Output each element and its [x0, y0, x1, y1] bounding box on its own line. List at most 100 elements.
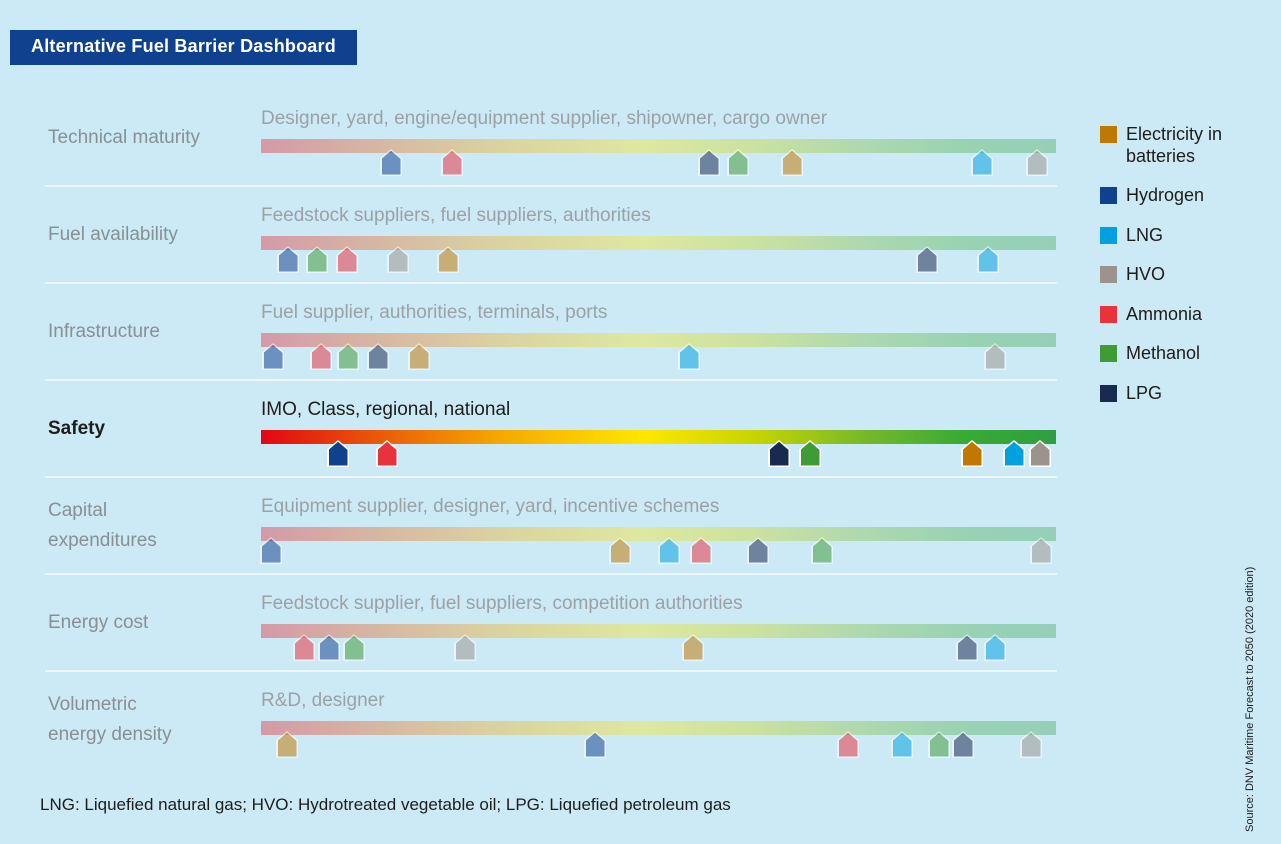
legend-item-lng: LNG: [1100, 225, 1260, 247]
fuel-marker-ammonia: [336, 246, 358, 273]
legend-item-hydrogen: Hydrogen: [1100, 185, 1260, 207]
fuel-marker-hydrogen: [318, 634, 340, 661]
legend-item-electricity: Electricity in batteries: [1100, 124, 1260, 167]
row-divider: [45, 670, 1057, 672]
barrier-row-fuel-availability: Fuel availability Feedstock suppliers, f…: [0, 186, 1281, 283]
row-stakeholders: Equipment supplier, designer, yard, ince…: [261, 496, 720, 517]
fuel-marker-electricity: [276, 731, 298, 758]
barrier-scale-bar: [261, 139, 1056, 153]
row-divider: [45, 185, 1057, 187]
legend-label: Methanol: [1126, 343, 1201, 363]
fuel-marker-methanol: [799, 440, 821, 467]
fuel-marker-hvo: [1026, 149, 1048, 176]
fuel-marker-lpg: [916, 246, 938, 273]
page-title: Alternative Fuel Barrier Dashboard: [10, 30, 357, 65]
fuel-marker-hvo: [454, 634, 476, 661]
fuel-marker-ammonia: [690, 537, 712, 564]
methanol-swatch-icon: [1100, 345, 1117, 362]
fuel-marker-electricity: [961, 440, 983, 467]
row-label-capital-expenditures: Capital expenditures: [48, 500, 157, 551]
fuel-marker-hydrogen: [584, 731, 606, 758]
legend-item-methanol: Methanol: [1100, 343, 1260, 365]
ammonia-swatch-icon: [1100, 305, 1117, 323]
barrier-row-volumetric-energy-density: Volumetric energy density R&D, designer: [0, 671, 1281, 768]
fuel-marker-methanol: [337, 343, 359, 370]
barrier-scale-bar: [261, 236, 1056, 250]
barrier-scale-bar: [261, 624, 1056, 638]
barrier-row-energy-cost: Energy cost Feedstock supplier, fuel sup…: [0, 574, 1281, 671]
legend-label: LPG: [1126, 382, 1163, 403]
row-stakeholders: R&D, designer: [261, 690, 385, 711]
fuel-marker-lpg: [367, 343, 389, 370]
barrier-row-capital-expenditures: Capital expenditures Equipment supplier,…: [0, 477, 1281, 574]
legend-label: Electricity in batteries: [1126, 124, 1223, 166]
legend-label: Ammonia: [1126, 303, 1203, 324]
fuel-marker-hvo: [1030, 537, 1052, 564]
row-label-infrastructure: Infrastructure: [48, 320, 160, 342]
row-label-volumetric-energy-density: Volumetric energy density: [48, 694, 172, 745]
row-stakeholders: Designer, yard, engine/equipment supplie…: [261, 108, 828, 129]
row-stakeholders: IMO, Class, regional, national: [261, 399, 511, 420]
fuel-marker-lng: [678, 343, 700, 370]
fuel-marker-electricity: [609, 537, 631, 564]
barrier-scale-bar: [261, 430, 1056, 444]
fuel-marker-layer: [261, 333, 1056, 370]
row-label-energy-cost: Energy cost: [48, 611, 149, 633]
row-stakeholders: Fuel supplier, authorities, terminals, p…: [261, 302, 608, 323]
row-divider: [45, 379, 1057, 381]
fuel-marker-electricity: [781, 149, 803, 176]
fuel-marker-ammonia: [837, 731, 859, 758]
legend-label: Hydrogen: [1126, 185, 1205, 205]
legend-label: LNG: [1126, 224, 1164, 245]
barrier-scale-bar: [261, 527, 1056, 541]
fuel-marker-hvo: [387, 246, 409, 273]
fuel-marker-lpg: [956, 634, 978, 661]
fuel-marker-methanol: [727, 149, 749, 176]
fuel-marker-electricity: [437, 246, 459, 273]
legend-item-hvo: HVO: [1100, 264, 1260, 286]
fuel-marker-lpg: [768, 440, 790, 467]
fuel-marker-hydrogen: [327, 440, 349, 467]
fuel-marker-layer: [261, 139, 1056, 176]
fuel-marker-methanol: [306, 246, 328, 273]
fuel-marker-hydrogen: [260, 537, 282, 564]
fuel-marker-lpg: [698, 149, 720, 176]
barrier-scale-bar: [261, 721, 1056, 735]
legend-label: HVO: [1126, 264, 1166, 284]
fuel-marker-layer: [261, 721, 1056, 758]
fuel-marker-hvo: [1020, 731, 1042, 758]
barrier-row-infrastructure: Infrastructure Fuel supplier, authoritie…: [0, 283, 1281, 380]
fuel-marker-lng: [891, 731, 913, 758]
legend-item-lpg: LPG: [1100, 383, 1260, 405]
row-divider: [45, 476, 1057, 478]
barrier-scale-bar: [261, 333, 1056, 347]
source-attribution: Source: DNV Maritime Forecast to 2050 (2…: [1244, 566, 1256, 832]
barrier-row-technical-maturity: Technical maturity Designer, yard, engin…: [0, 89, 1281, 186]
fuel-legend: Electricity in batteries Hydrogen LNG HV…: [1100, 124, 1260, 422]
fuel-marker-electricity: [408, 343, 430, 370]
row-label-fuel-availability: Fuel availability: [48, 223, 178, 245]
hydrogen-swatch-icon: [1100, 187, 1117, 204]
row-label-safety: Safety: [48, 417, 106, 439]
barrier-row-safety: Safety IMO, Class, regional, national: [0, 380, 1281, 477]
abbreviation-footnote: LNG: Liquefied natural gas; HVO: Hydrotr…: [40, 795, 731, 814]
fuel-marker-hydrogen: [262, 343, 284, 370]
fuel-marker-lng: [977, 246, 999, 273]
row-divider: [45, 573, 1057, 575]
fuel-marker-ammonia: [310, 343, 332, 370]
fuel-marker-lpg: [747, 537, 769, 564]
row-stakeholders: Feedstock supplier, fuel suppliers, comp…: [261, 593, 743, 614]
fuel-marker-lng: [658, 537, 680, 564]
fuel-marker-hydrogen: [277, 246, 299, 273]
fuel-marker-lng: [1003, 440, 1025, 467]
fuel-marker-ammonia: [376, 440, 398, 467]
legend-item-ammonia: Ammonia: [1100, 304, 1260, 326]
electricity-swatch-icon: [1100, 126, 1117, 143]
fuel-marker-lng: [984, 634, 1006, 661]
fuel-marker-lpg: [952, 731, 974, 758]
fuel-marker-ammonia: [441, 149, 463, 176]
lpg-swatch-icon: [1100, 384, 1117, 402]
fuel-marker-layer: [260, 527, 1056, 564]
lng-swatch-icon: [1100, 226, 1117, 244]
